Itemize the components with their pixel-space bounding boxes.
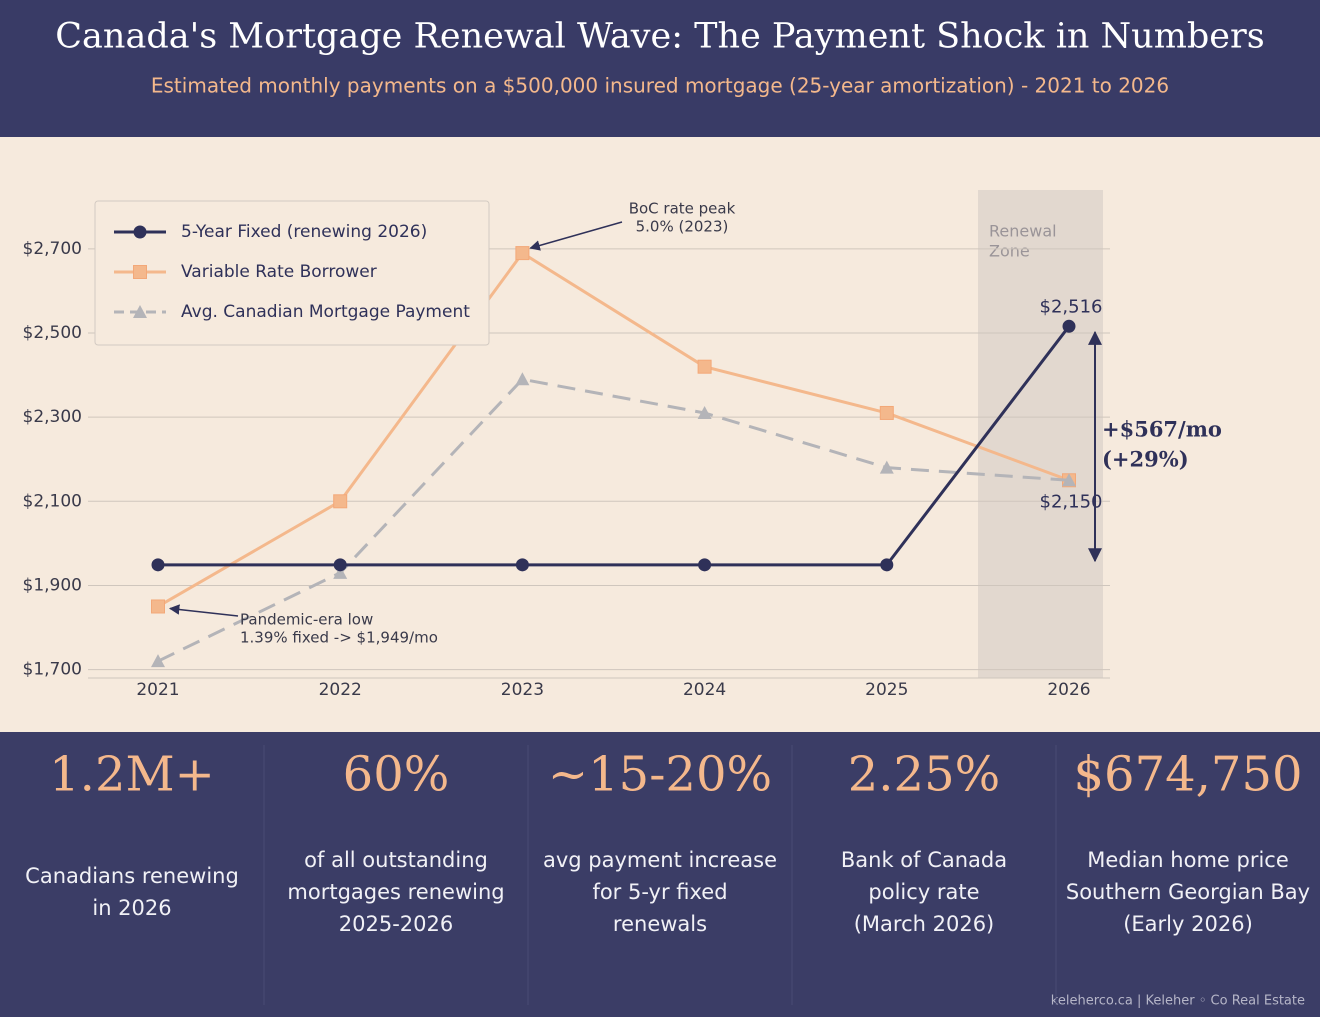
- stat-text: (March 2026): [854, 912, 995, 936]
- series-line: [157, 377, 1070, 663]
- point: [133, 225, 147, 239]
- footer: keleherco.ca | Keleher ◦ Co Real Estate: [1051, 994, 1305, 1009]
- point: [697, 359, 712, 374]
- stat-text: Canadians renewing: [25, 864, 239, 888]
- change-note: (+29%): [1102, 447, 1189, 472]
- point: [515, 246, 530, 261]
- stat-text: mortgages renewing: [287, 880, 504, 904]
- x-tick-label: 2023: [501, 680, 544, 700]
- x-tick-label: 2021: [136, 680, 179, 700]
- point: [515, 558, 529, 572]
- subtitle: Estimated monthly payments on a $500,000…: [151, 74, 1169, 98]
- x-tick-label: 2026: [1047, 680, 1090, 700]
- x-tick-label: 2022: [319, 680, 362, 700]
- point: [697, 405, 712, 419]
- series-line: [158, 325, 1071, 567]
- arrow: [529, 221, 623, 251]
- stat-text: policy rate: [868, 880, 979, 904]
- x-tick-label: 2025: [865, 680, 908, 700]
- stat-text: in 2026: [92, 896, 171, 920]
- title: Canada's Mortgage Renewal Wave: The Paym…: [55, 17, 1264, 57]
- legend-label: 5-Year Fixed (renewing 2026): [181, 222, 427, 242]
- stat-text: Southern Georgian Bay: [1066, 880, 1310, 904]
- point: [151, 558, 165, 572]
- point: [133, 305, 147, 318]
- stat-value: 60%: [343, 747, 450, 803]
- stat-text: 2025-2026: [339, 912, 453, 936]
- point: [1062, 319, 1076, 333]
- zone-label: Renewal: [989, 222, 1057, 241]
- point: [698, 558, 712, 572]
- y-tick-label: $2,300: [23, 407, 82, 427]
- legend-box: [94, 200, 490, 346]
- point: [880, 558, 894, 572]
- point: [151, 654, 165, 668]
- x-tick-label: 2024: [683, 680, 726, 700]
- y-tick-label: $2,700: [23, 239, 82, 259]
- point: [1062, 473, 1076, 487]
- point: [879, 460, 894, 474]
- legend-label: Variable Rate Borrower: [181, 262, 377, 282]
- series-line: [157, 251, 1070, 608]
- low-note: 1.39% fixed -> $1,949/mo: [240, 629, 438, 647]
- change-note: +$567/mo: [1102, 417, 1222, 442]
- value-label: $2,516: [1040, 296, 1103, 317]
- stat-text: (Early 2026): [1123, 912, 1253, 936]
- y-tick-label: $1,900: [23, 575, 82, 595]
- point: [333, 558, 347, 572]
- zone-label: Zone: [989, 242, 1030, 261]
- y-tick-label: $2,500: [23, 323, 82, 343]
- stat-value: ~15-20%: [548, 747, 772, 803]
- stats-bg: [0, 732, 1320, 1017]
- stat-text: renewals: [613, 912, 707, 936]
- point: [879, 405, 894, 420]
- value-label: $2,150: [1040, 491, 1103, 512]
- legend-label: Avg. Canadian Mortgage Payment: [181, 302, 470, 322]
- point: [151, 599, 165, 614]
- renewal-zone: [978, 190, 1103, 678]
- stat-text: Median home price: [1087, 848, 1289, 872]
- peak-note: BoC rate peak: [629, 200, 736, 218]
- stat-value: 2.25%: [848, 747, 1000, 803]
- y-tick-label: $1,700: [23, 660, 82, 680]
- point: [333, 494, 348, 509]
- point: [515, 372, 530, 386]
- y-tick-label: $2,100: [23, 491, 82, 511]
- stat-value: $674,750: [1073, 747, 1302, 803]
- point: [333, 565, 348, 579]
- stat-text: for 5-yr fixed: [592, 880, 727, 904]
- stat-text: avg payment increase: [543, 848, 777, 872]
- stat-value: 1.2M+: [49, 747, 215, 803]
- point: [133, 265, 147, 279]
- low-note: Pandemic-era low: [240, 611, 373, 629]
- stat-text: Bank of Canada: [841, 848, 1007, 872]
- arrow: [168, 604, 239, 617]
- stat-text: of all outstanding: [304, 848, 488, 872]
- peak-note: 5.0% (2023): [636, 218, 729, 236]
- header-bg: [0, 0, 1320, 137]
- legend: 5-Year Fixed (renewing 2026) Variable Rat…: [94, 200, 490, 346]
